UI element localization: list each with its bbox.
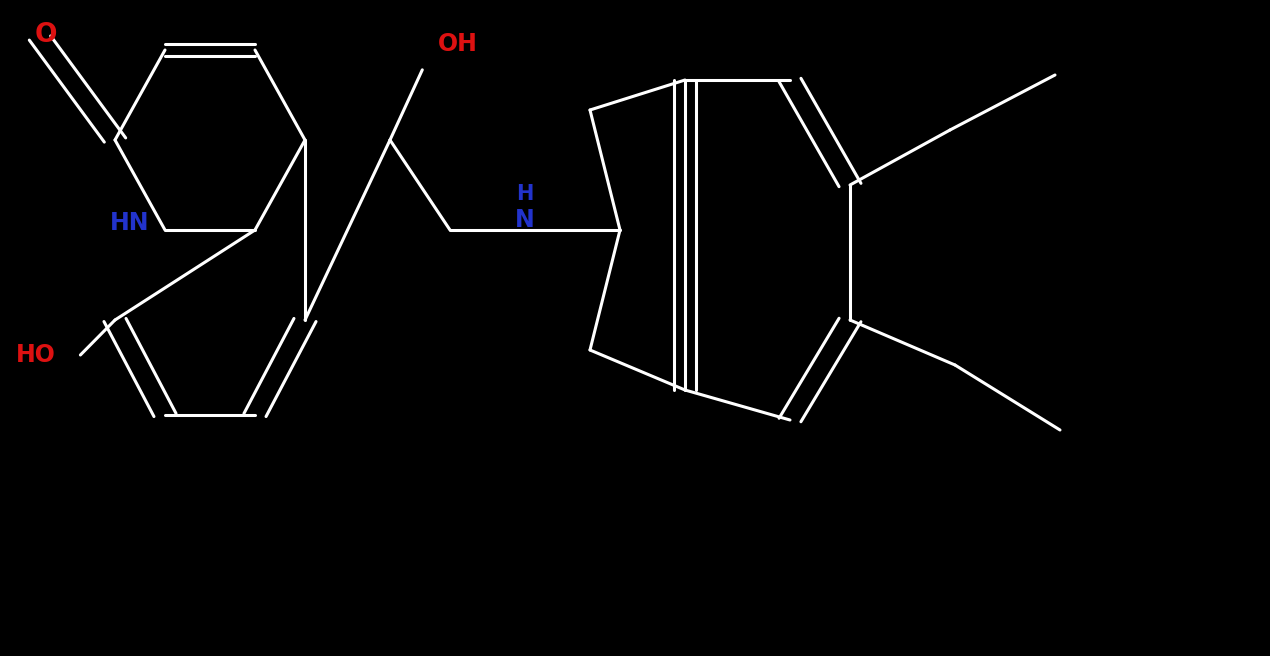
Text: HN: HN <box>109 211 149 236</box>
Text: N: N <box>514 208 535 232</box>
Text: OH: OH <box>438 31 478 56</box>
Text: H: H <box>516 184 533 204</box>
Text: HO: HO <box>17 343 56 367</box>
Text: O: O <box>36 22 57 48</box>
